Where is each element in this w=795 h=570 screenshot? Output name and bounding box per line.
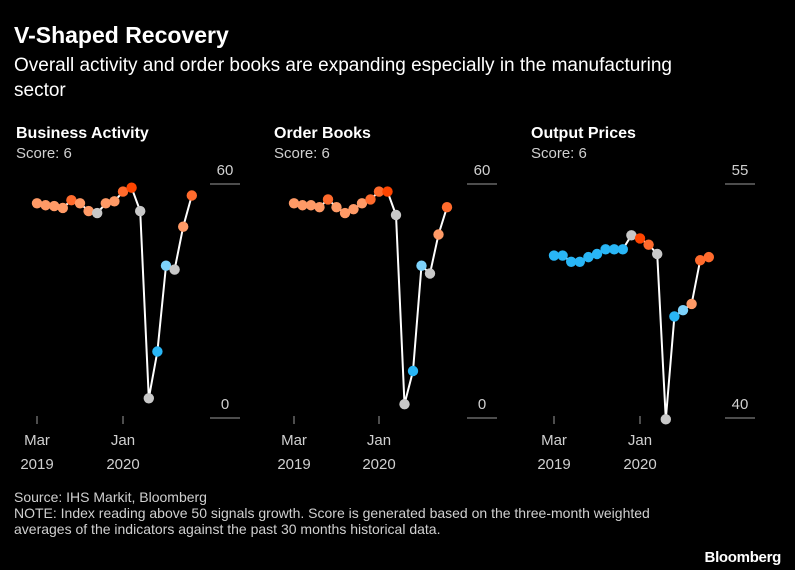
- x-tick-year: 2019: [277, 456, 310, 473]
- data-point: [288, 198, 300, 209]
- footer: Source: IHS Markit, Bloomberg NOTE: Inde…: [14, 489, 654, 537]
- panel-score: Score: 6: [274, 145, 330, 162]
- data-point: [548, 250, 560, 261]
- data-point: [117, 186, 129, 197]
- data-point: [66, 194, 77, 206]
- data-point: [407, 365, 419, 377]
- data-point: [652, 248, 663, 260]
- data-point: [399, 398, 410, 410]
- data-point: [348, 203, 359, 215]
- data-point: [135, 205, 146, 217]
- y-tick-label: 40: [732, 396, 749, 413]
- data-point: [178, 221, 189, 232]
- x-tick-year: 2020: [623, 456, 656, 473]
- data-point: [677, 304, 689, 316]
- data-point: [373, 186, 385, 197]
- data-point: [186, 190, 197, 201]
- data-point: [57, 202, 68, 214]
- x-tick-label: Jan: [367, 432, 391, 449]
- data-point: [74, 198, 86, 209]
- data-point: [109, 196, 120, 207]
- panel-title: Business Activity: [16, 125, 149, 142]
- series-line: [293, 190, 448, 405]
- x-tick-year: 2019: [20, 456, 53, 473]
- data-point: [365, 194, 376, 205]
- data-point: [433, 229, 444, 240]
- data-point: [331, 202, 342, 213]
- data-point: [441, 202, 453, 213]
- data-point: [356, 198, 368, 209]
- chart-title: V-Shaped Recovery: [14, 22, 229, 48]
- data-point: [583, 251, 594, 263]
- data-point: [634, 233, 646, 244]
- data-point: [49, 200, 60, 212]
- data-point: [339, 207, 351, 219]
- x-tick-label: Mar: [541, 432, 567, 449]
- footnote: NOTE: Index reading above 50 signals gro…: [14, 505, 650, 537]
- data-point: [660, 414, 671, 425]
- data-point: [574, 256, 585, 267]
- data-point: [31, 198, 43, 209]
- panel-score: Score: 6: [16, 145, 72, 162]
- data-point: [686, 298, 697, 310]
- x-tick-year: 2020: [106, 456, 139, 473]
- bloomberg-logo: Bloomberg: [704, 549, 782, 566]
- y-tick-label: 60: [474, 162, 491, 179]
- y-tick-label: 55: [732, 162, 749, 179]
- y-tick-label: 60: [217, 162, 234, 179]
- x-tick-year: 2020: [362, 456, 395, 473]
- chart-panel-2: Order Books Score: 6 0 60 Mar 2019 Jan 2020: [274, 125, 497, 473]
- data-point: [643, 239, 654, 250]
- data-point: [83, 205, 94, 217]
- data-point: [126, 182, 137, 193]
- x-tick-label: Mar: [281, 432, 307, 449]
- data-point: [626, 230, 637, 241]
- x-tick-label: Mar: [24, 432, 50, 449]
- data-point: [92, 207, 103, 219]
- panel-title: Output Prices: [531, 125, 636, 142]
- data-point: [390, 209, 402, 221]
- source-note: Source: IHS Markit, Bloomberg: [14, 489, 207, 505]
- series-line: [36, 186, 193, 399]
- data-point: [100, 198, 112, 209]
- data-point: [703, 251, 714, 263]
- data-point: [382, 186, 393, 197]
- y-tick-label: 0: [478, 396, 486, 413]
- y-tick-label: 0: [221, 396, 229, 413]
- data-point: [424, 268, 436, 279]
- data-point: [609, 244, 620, 255]
- data-point: [669, 311, 680, 322]
- data-point: [591, 248, 603, 260]
- chart-panel-3: Output Prices Score: 6 40 55 Mar 2019 Jan 2020: [531, 125, 755, 473]
- data-point: [297, 200, 308, 211]
- data-point: [416, 260, 427, 271]
- panel-score: Score: 6: [531, 145, 587, 162]
- x-tick-label: Jan: [628, 432, 652, 449]
- data-point: [143, 393, 154, 404]
- data-point: [566, 256, 577, 267]
- panel-title: Order Books: [274, 125, 371, 142]
- data-point: [169, 264, 180, 275]
- data-point: [695, 255, 706, 266]
- x-tick-label: Jan: [111, 432, 135, 449]
- data-point: [305, 200, 317, 211]
- data-point: [152, 346, 163, 357]
- data-point: [557, 250, 568, 261]
- x-tick-year: 2019: [537, 456, 570, 473]
- chart-subtitle: Overall activity and order books are exp…: [14, 55, 672, 101]
- data-point: [322, 194, 334, 205]
- data-point: [600, 244, 611, 255]
- data-point: [314, 202, 325, 213]
- data-point: [617, 244, 628, 255]
- data-point: [160, 260, 172, 271]
- chart-panel-1: Business Activity Score: 6 0 60 Mar 2019 Jan 20…: [16, 125, 240, 473]
- data-point: [40, 200, 51, 211]
